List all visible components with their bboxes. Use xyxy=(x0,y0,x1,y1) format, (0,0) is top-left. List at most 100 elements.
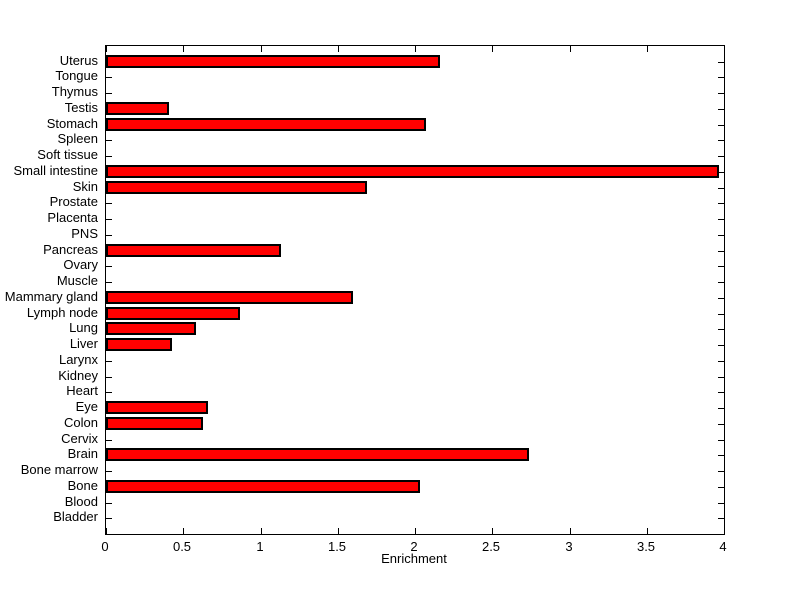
x-axis-tick xyxy=(570,528,571,534)
category-label: Larynx xyxy=(58,352,98,367)
bar xyxy=(106,102,169,115)
x-axis-tick xyxy=(415,528,416,534)
y-axis-right-tick xyxy=(718,125,724,126)
x-axis-top-tick xyxy=(647,46,648,52)
y-axis-right-tick xyxy=(718,345,724,346)
y-axis-right-tick xyxy=(718,156,724,157)
y-axis-right-tick xyxy=(718,487,724,488)
x-tick-label: 2 xyxy=(410,539,418,554)
x-tick-label: 1.5 xyxy=(327,539,347,554)
y-axis-right-tick xyxy=(718,503,724,504)
bar xyxy=(106,448,529,461)
y-axis-tick xyxy=(106,518,112,519)
category-label: Brain xyxy=(67,446,98,461)
x-axis-top-tick xyxy=(724,46,725,52)
y-axis-right-tick xyxy=(718,235,724,236)
category-label: PNS xyxy=(71,226,98,241)
x-axis-tick xyxy=(183,528,184,534)
y-axis-tick xyxy=(106,471,112,472)
category-label: Lung xyxy=(69,320,98,335)
y-axis-tick xyxy=(106,235,112,236)
y-axis-tick xyxy=(106,361,112,362)
category-label: Mammary gland xyxy=(4,289,98,304)
category-label: Heart xyxy=(66,383,98,398)
x-tick-label: 2.5 xyxy=(481,539,501,554)
category-label: Bladder xyxy=(53,509,98,524)
y-axis-right-tick xyxy=(718,361,724,362)
x-axis-top-tick xyxy=(338,46,339,52)
y-axis-tick xyxy=(106,503,112,504)
x-tick-label: 3.5 xyxy=(636,539,656,554)
category-label: Ovary xyxy=(63,257,98,272)
y-axis-tick xyxy=(106,77,112,78)
x-axis-top-tick xyxy=(261,46,262,52)
y-axis-right-tick xyxy=(718,93,724,94)
category-label: Liver xyxy=(69,336,98,351)
category-label: Spleen xyxy=(57,131,98,146)
bar xyxy=(106,322,196,335)
x-tick-label: 4 xyxy=(719,539,727,554)
category-label: Blood xyxy=(64,494,98,509)
y-axis-right-tick xyxy=(718,219,724,220)
x-tick-label: 1 xyxy=(256,539,264,554)
bar xyxy=(106,165,719,178)
category-label: Placenta xyxy=(47,210,98,225)
y-axis-right-tick xyxy=(718,392,724,393)
y-axis-right-tick xyxy=(718,518,724,519)
bar xyxy=(106,55,440,68)
x-axis-tick xyxy=(106,528,107,534)
category-label: Stomach xyxy=(46,116,98,131)
bar xyxy=(106,417,203,430)
category-label: Cervix xyxy=(61,431,98,446)
y-axis-tick xyxy=(106,392,112,393)
x-axis-label: Enrichment xyxy=(381,551,447,566)
y-axis-tick xyxy=(106,266,112,267)
y-axis-right-tick xyxy=(718,424,724,425)
y-axis-right-tick xyxy=(718,109,724,110)
y-axis-right-tick xyxy=(718,172,724,173)
category-label: Bone marrow xyxy=(20,462,98,477)
y-axis-tick xyxy=(106,219,112,220)
y-axis-right-tick xyxy=(718,251,724,252)
category-label: Kidney xyxy=(58,368,98,383)
bar xyxy=(106,244,281,257)
bar xyxy=(106,401,208,414)
y-axis-right-tick xyxy=(718,282,724,283)
x-tick-label: 3 xyxy=(565,539,573,554)
x-axis-tick xyxy=(338,528,339,534)
bar xyxy=(106,338,172,351)
bar xyxy=(106,307,240,320)
bar xyxy=(106,480,420,493)
x-axis-top-tick xyxy=(183,46,184,52)
y-axis-right-tick xyxy=(718,140,724,141)
y-axis-right-tick xyxy=(718,203,724,204)
y-axis-right-tick xyxy=(718,471,724,472)
category-label: Skin xyxy=(72,179,98,194)
x-axis-tick xyxy=(261,528,262,534)
y-axis-right-tick xyxy=(718,440,724,441)
category-label: Eye xyxy=(75,399,98,414)
y-axis-right-tick xyxy=(718,62,724,63)
y-axis-tick xyxy=(106,377,112,378)
y-axis-right-tick xyxy=(718,188,724,189)
bar xyxy=(106,181,367,194)
x-axis-top-tick xyxy=(106,46,107,52)
y-axis-right-tick xyxy=(718,314,724,315)
x-tick-label: 0.5 xyxy=(172,539,192,554)
category-label: Soft tissue xyxy=(37,147,98,162)
x-axis-tick xyxy=(724,528,725,534)
y-axis-tick xyxy=(106,93,112,94)
category-label: Pancreas xyxy=(43,242,98,257)
category-label: Thymus xyxy=(51,84,98,99)
y-axis-tick xyxy=(106,156,112,157)
category-label: Tongue xyxy=(55,68,98,83)
x-tick-label: 0 xyxy=(101,539,109,554)
x-axis-top-tick xyxy=(415,46,416,52)
y-axis-right-tick xyxy=(718,408,724,409)
category-label: Testis xyxy=(64,100,98,115)
category-label: Prostate xyxy=(49,194,98,209)
category-label: Bone xyxy=(67,478,98,493)
y-axis-right-tick xyxy=(718,377,724,378)
y-axis-right-tick xyxy=(718,77,724,78)
